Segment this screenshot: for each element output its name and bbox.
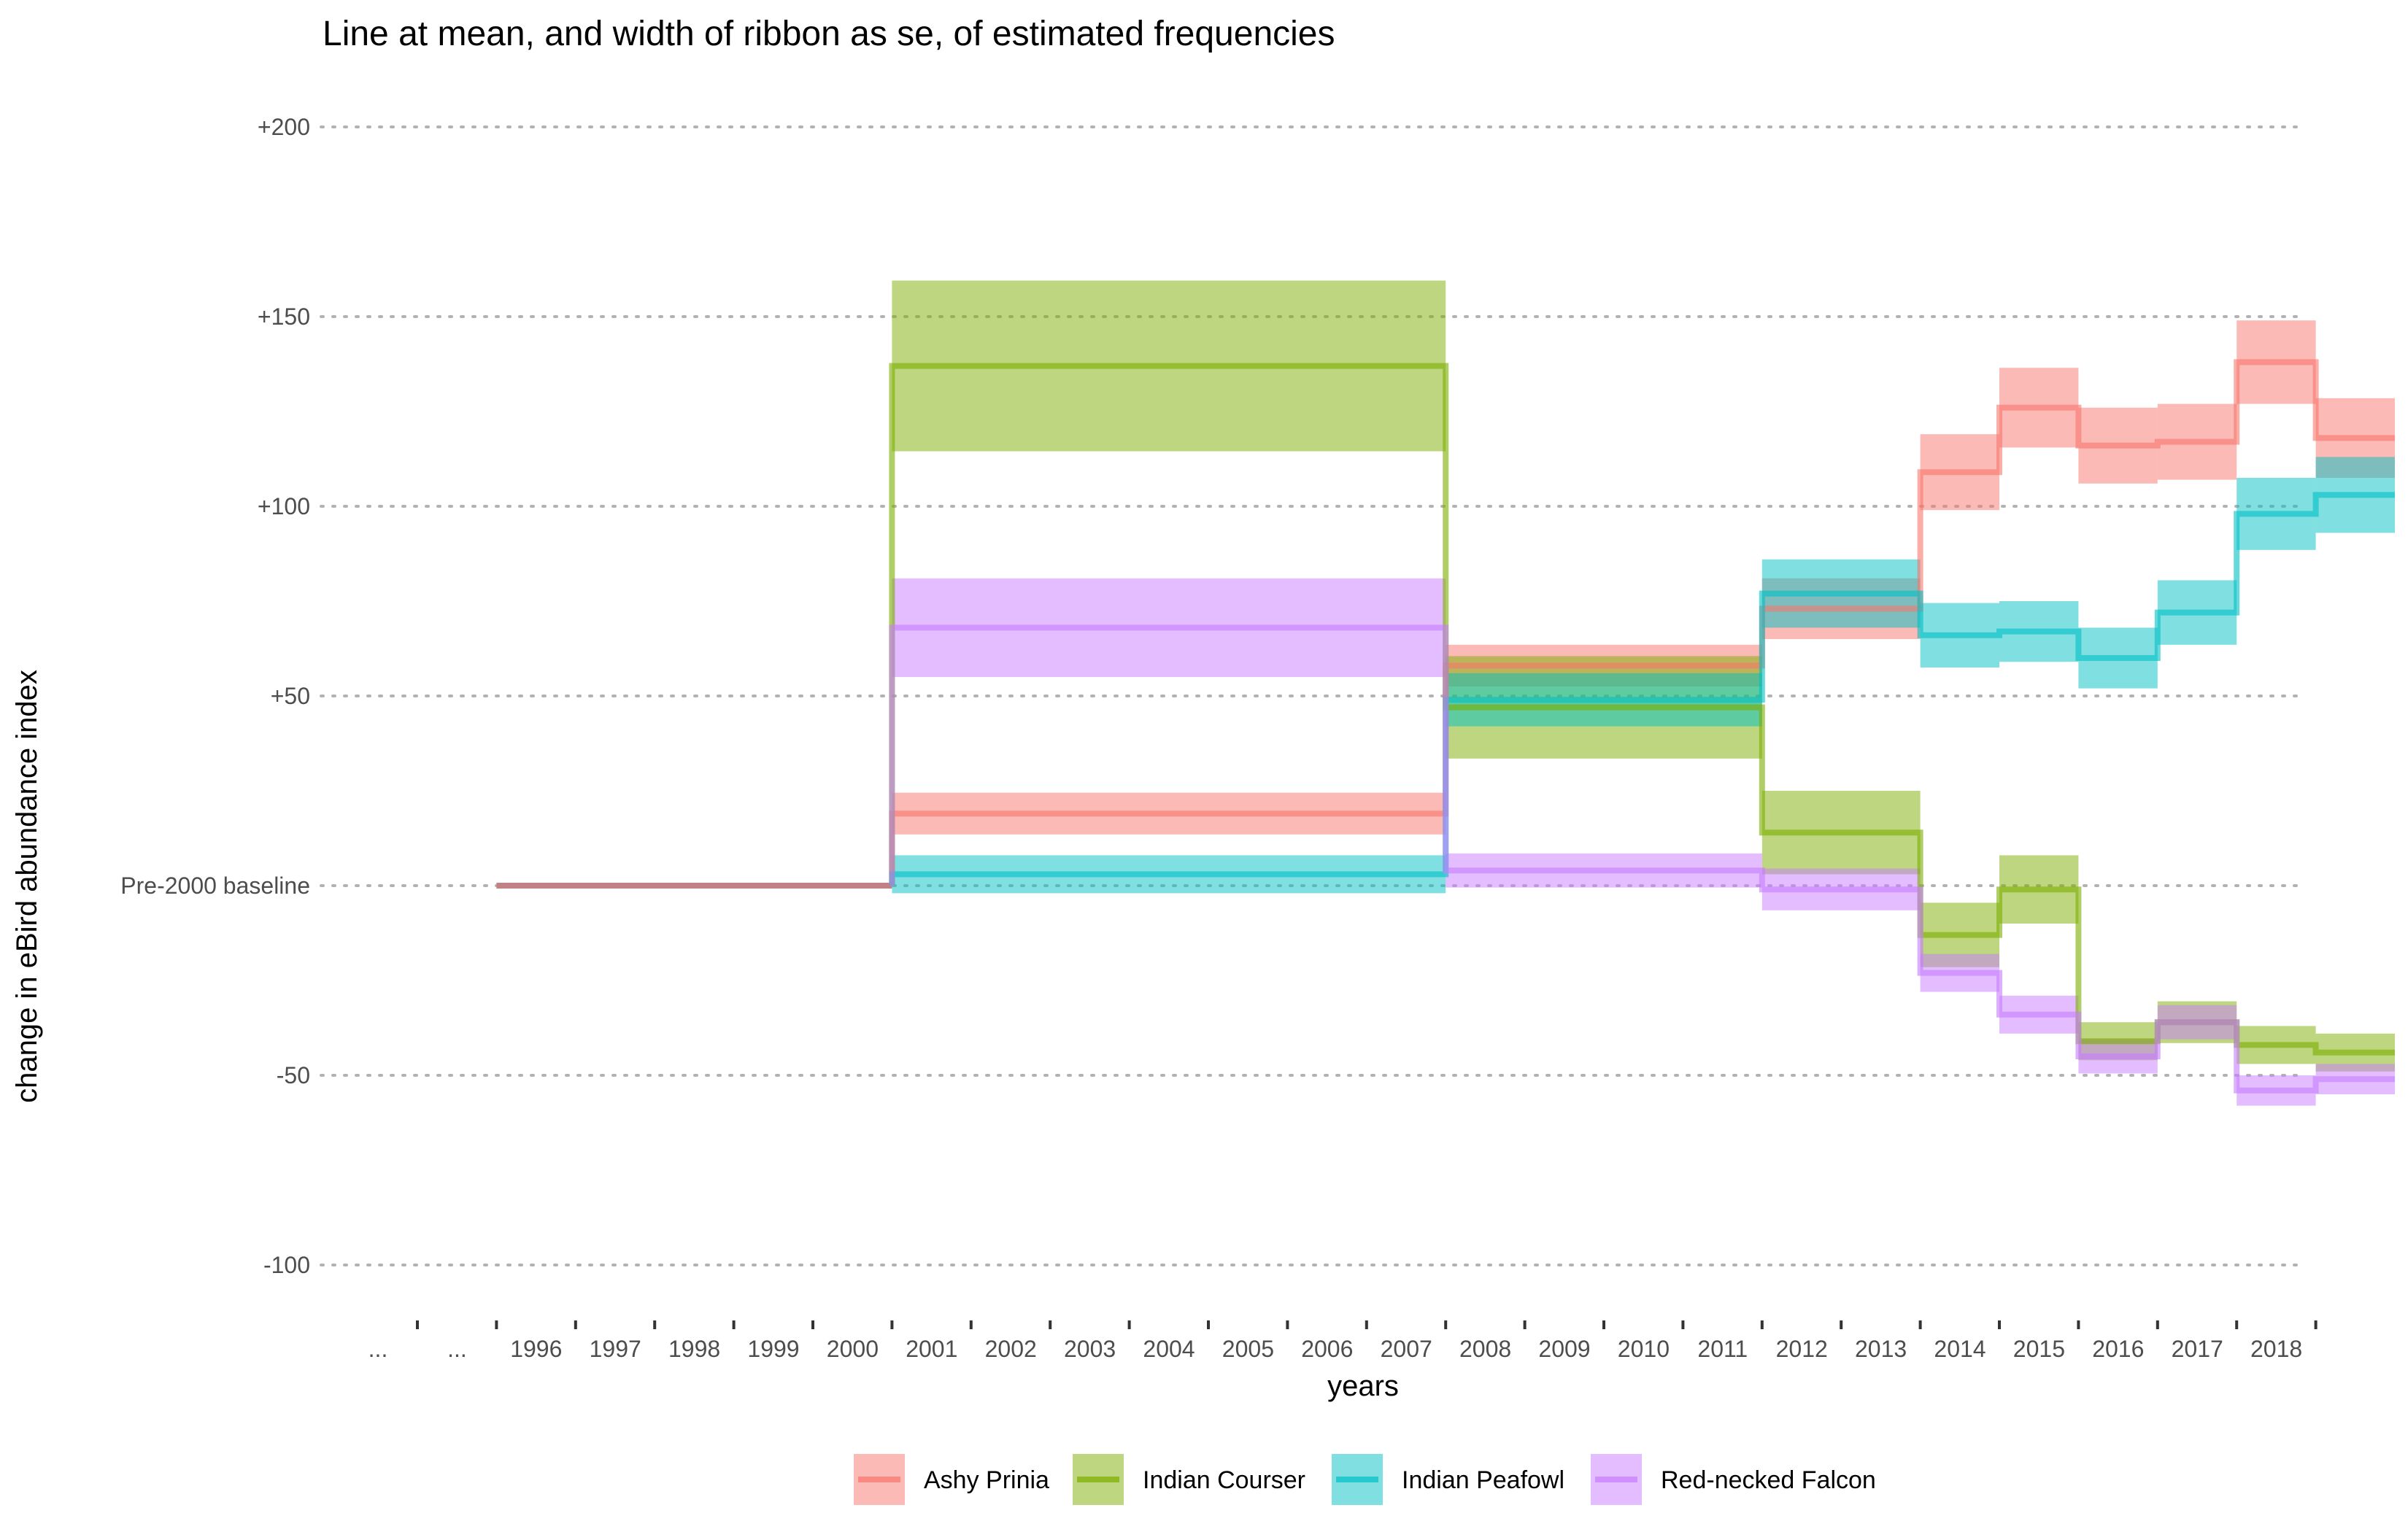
y-axis-title: change in eBird abundance index (11, 670, 43, 1103)
x-tick-label: 2003 (1064, 1336, 1116, 1362)
x-tick-label: 2014 (1934, 1336, 1986, 1362)
x-tick-label: 1997 (590, 1336, 641, 1362)
chart-title: Line at mean, and width of ribbon as se,… (323, 15, 1335, 53)
legend-item: Indian Courser (1073, 1454, 1305, 1505)
x-tick-label: 2006 (1301, 1336, 1353, 1362)
x-tick-label: 2012 (1776, 1336, 1828, 1362)
x-tick-label: 2018 (2250, 1336, 2302, 1362)
x-tick-label: 2015 (2013, 1336, 2065, 1362)
x-tick-label: 2007 (1381, 1336, 1432, 1362)
x-tick-label: 1998 (668, 1336, 720, 1362)
x-tick-label: 2004 (1143, 1336, 1195, 1362)
x-tick-label: 2009 (1538, 1336, 1590, 1362)
y-tick-label: -50 (277, 1062, 310, 1088)
x-axis-ticks: ...... 1996 1997 1998 1999 2000 2001 2002 2003 20… (368, 1320, 2318, 1362)
legend-item: Ashy Prinia (854, 1454, 1049, 1505)
x-tick-label: 2011 (1697, 1336, 1748, 1362)
x-tick-label: 1999 (747, 1336, 799, 1362)
x-tick-label: 2010 (1618, 1336, 1670, 1362)
legend-item: Red-necked Falcon (1591, 1454, 1876, 1505)
legend-item: Indian Peafowl (1332, 1454, 1564, 1505)
y-tick-label: +200 (258, 114, 310, 140)
x-tick-label: ... (368, 1336, 388, 1362)
x-tick-label: ... (447, 1336, 467, 1362)
x-tick-label: 2000 (827, 1336, 879, 1362)
y-tick-label: +50 (271, 683, 310, 709)
legend: Ashy Prinia Indian Courser Indian Peafowl R… (854, 1454, 1876, 1505)
series-line-3 (889, 624, 2395, 1094)
x-tick-label: 2005 (1222, 1336, 1274, 1362)
x-axis-title: years (1327, 1370, 1399, 1402)
legend-label: Red-necked Falcon (1661, 1466, 1876, 1494)
series-lines (496, 359, 2395, 1094)
legend-label: Indian Peafowl (1402, 1466, 1564, 1494)
x-tick-label: 2016 (2092, 1336, 2144, 1362)
legend-label: Indian Courser (1143, 1466, 1305, 1494)
ribbons (892, 280, 2395, 1106)
legend-label: Ashy Prinia (924, 1466, 1049, 1494)
x-tick-label: 2002 (985, 1336, 1037, 1362)
x-tick-label: 1996 (510, 1336, 562, 1362)
y-tick-label: -100 (263, 1252, 310, 1278)
y-tick-label: +100 (258, 493, 310, 519)
x-tick-label: 2008 (1459, 1336, 1511, 1362)
x-tick-label: 2017 (2172, 1336, 2223, 1362)
x-tick-label: 2001 (906, 1336, 957, 1362)
y-tick-label: +150 (258, 303, 310, 330)
x-tick-label: 2013 (1855, 1336, 1907, 1362)
y-tick-label: Pre-2000 baseline (120, 873, 310, 899)
y-axis-ticks: +200 +150 +100 +50 Pre-2000 baseline -50 -100 (120, 114, 310, 1278)
